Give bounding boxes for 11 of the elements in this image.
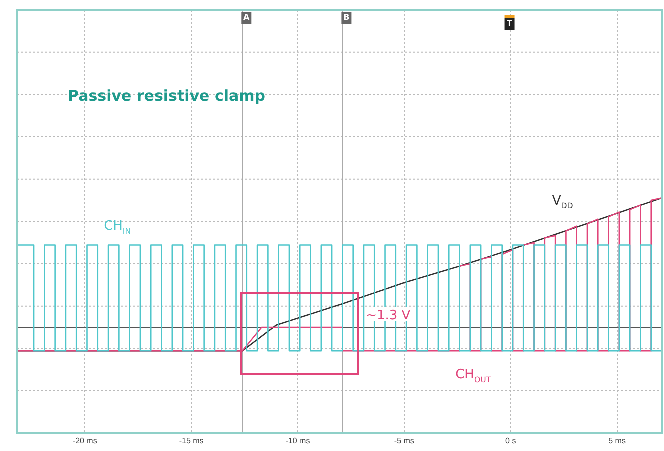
x-tick-label: -10 ms: [286, 436, 310, 446]
x-tick-label: -20 ms: [72, 436, 98, 446]
chart-title: Passive resistive clamp: [68, 86, 266, 105]
x-tick-label: 0 s: [506, 436, 516, 446]
x-tick-label: 5 ms: [608, 436, 626, 446]
annotation: ~1.3 V: [366, 308, 411, 324]
x-tick-label: -5 ms: [394, 436, 414, 446]
x-tick-label: -15 ms: [179, 436, 204, 446]
ref-line-label: A: [244, 13, 251, 22]
ref-line-label: B: [344, 13, 350, 22]
text: T: [507, 19, 514, 28]
